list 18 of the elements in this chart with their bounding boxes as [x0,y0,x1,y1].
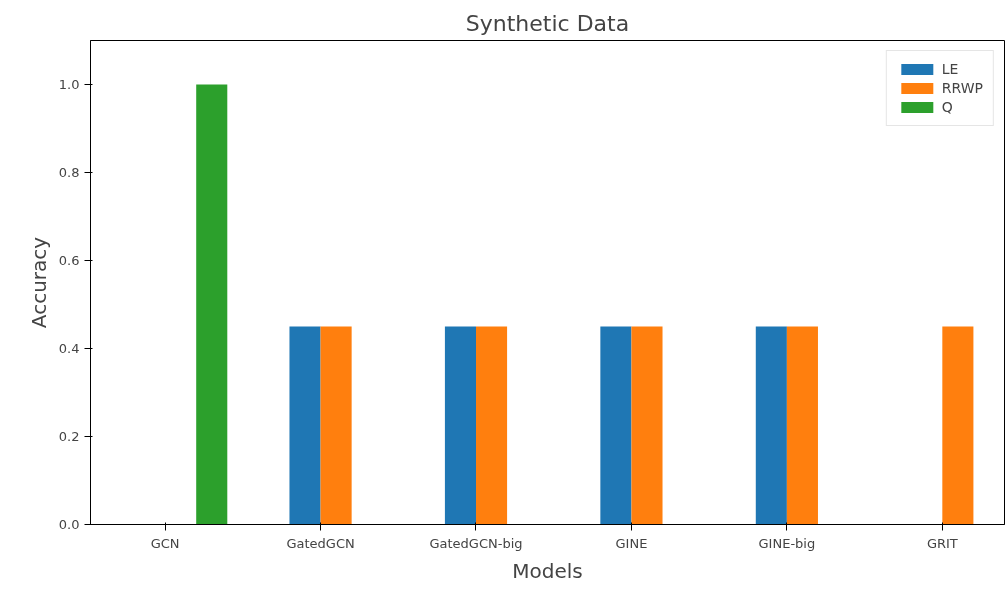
y-tick-label: 0.0 [58,517,80,532]
legend-label: Q [941,99,954,115]
y-tick-label: 0.8 [58,165,80,180]
x-tick-label: GatedGCN [286,535,355,551]
y-tick-label: 0.2 [58,429,80,444]
x-tick-label: GINE [615,535,648,551]
x-tick-label: GCN [150,535,180,551]
y-tick-label: 0.6 [58,253,80,268]
x-tick-label: GRIT [926,535,958,551]
y-tick-label: 1.0 [58,77,80,92]
legend-label: LE [941,61,960,77]
x-tick-label: GatedGCN-big [429,535,523,551]
y-axis-title: Accuracy [26,236,51,329]
legend-label: RRWP [941,80,983,96]
x-tick-label: GINE-big [758,535,816,551]
y-tick-label: 0.4 [58,341,80,356]
x-axis-title: Models [512,558,583,583]
chart-title: Synthetic Data [465,10,630,36]
